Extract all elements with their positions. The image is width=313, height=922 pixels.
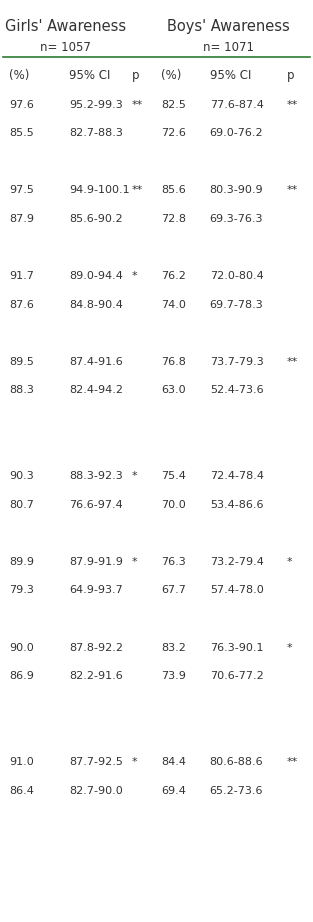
Text: 70.6-77.2: 70.6-77.2	[210, 671, 264, 681]
Text: 86.9: 86.9	[9, 671, 34, 681]
Text: **: **	[286, 100, 298, 110]
Text: 72.4-78.4: 72.4-78.4	[210, 471, 264, 481]
Text: n= 1057: n= 1057	[40, 41, 91, 53]
Text: **: **	[286, 357, 298, 367]
Text: 69.3-76.3: 69.3-76.3	[210, 214, 263, 224]
Text: *: *	[286, 643, 292, 653]
Text: 90.0: 90.0	[9, 643, 34, 653]
Text: 70.0: 70.0	[161, 500, 186, 510]
Text: 80.7: 80.7	[9, 500, 34, 510]
Text: 95% CI: 95% CI	[69, 69, 110, 82]
Text: 79.3: 79.3	[9, 585, 34, 596]
Text: 65.2-73.6: 65.2-73.6	[210, 786, 263, 796]
Text: 89.5: 89.5	[9, 357, 34, 367]
Text: 73.2-79.4: 73.2-79.4	[210, 557, 264, 567]
Text: 72.6: 72.6	[161, 128, 186, 138]
Text: 91.7: 91.7	[9, 271, 34, 281]
Text: *: *	[131, 471, 137, 481]
Text: Boys' Awareness: Boys' Awareness	[167, 19, 290, 34]
Text: 88.3-92.3: 88.3-92.3	[69, 471, 123, 481]
Text: 89.0-94.4: 89.0-94.4	[69, 271, 123, 281]
Text: 88.3: 88.3	[9, 385, 34, 396]
Text: 94.9-100.1: 94.9-100.1	[69, 185, 130, 195]
Text: 87.4-91.6: 87.4-91.6	[69, 357, 123, 367]
Text: 95.2-99.3: 95.2-99.3	[69, 100, 123, 110]
Text: 82.5: 82.5	[161, 100, 186, 110]
Text: 69.7-78.3: 69.7-78.3	[210, 300, 264, 310]
Text: 53.4-86.6: 53.4-86.6	[210, 500, 263, 510]
Text: **: **	[131, 100, 143, 110]
Text: 75.4: 75.4	[161, 471, 186, 481]
Text: *: *	[131, 757, 137, 767]
Text: 67.7: 67.7	[161, 585, 186, 596]
Text: 87.9-91.9: 87.9-91.9	[69, 557, 123, 567]
Text: 82.7-88.3: 82.7-88.3	[69, 128, 123, 138]
Text: 76.3-90.1: 76.3-90.1	[210, 643, 263, 653]
Text: 87.9: 87.9	[9, 214, 34, 224]
Text: 69.0-76.2: 69.0-76.2	[210, 128, 263, 138]
Text: 84.8-90.4: 84.8-90.4	[69, 300, 123, 310]
Text: 76.2: 76.2	[161, 271, 186, 281]
Text: 64.9-93.7: 64.9-93.7	[69, 585, 123, 596]
Text: 69.4: 69.4	[161, 786, 186, 796]
Text: 63.0: 63.0	[161, 385, 186, 396]
Text: 80.6-88.6: 80.6-88.6	[210, 757, 263, 767]
Text: 77.6-87.4: 77.6-87.4	[210, 100, 264, 110]
Text: 76.8: 76.8	[161, 357, 186, 367]
Text: 73.7-79.3: 73.7-79.3	[210, 357, 264, 367]
Text: **: **	[131, 185, 143, 195]
Text: 72.8: 72.8	[161, 214, 186, 224]
Text: 90.3: 90.3	[9, 471, 34, 481]
Text: 85.5: 85.5	[9, 128, 34, 138]
Text: p: p	[286, 69, 294, 82]
Text: (%): (%)	[9, 69, 30, 82]
Text: 97.6: 97.6	[9, 100, 34, 110]
Text: 52.4-73.6: 52.4-73.6	[210, 385, 263, 396]
Text: 76.6-97.4: 76.6-97.4	[69, 500, 123, 510]
Text: 95% CI: 95% CI	[210, 69, 251, 82]
Text: 89.9: 89.9	[9, 557, 34, 567]
Text: *: *	[131, 271, 137, 281]
Text: Girls' Awareness: Girls' Awareness	[5, 19, 126, 34]
Text: 80.3-90.9: 80.3-90.9	[210, 185, 263, 195]
Text: 84.4: 84.4	[161, 757, 186, 767]
Text: 74.0: 74.0	[161, 300, 186, 310]
Text: 82.7-90.0: 82.7-90.0	[69, 786, 123, 796]
Text: 73.9: 73.9	[161, 671, 186, 681]
Text: 72.0-80.4: 72.0-80.4	[210, 271, 264, 281]
Text: *: *	[286, 557, 292, 567]
Text: 57.4-78.0: 57.4-78.0	[210, 585, 264, 596]
Text: 87.7-92.5: 87.7-92.5	[69, 757, 123, 767]
Text: **: **	[286, 185, 298, 195]
Text: 91.0: 91.0	[9, 757, 34, 767]
Text: 85.6-90.2: 85.6-90.2	[69, 214, 122, 224]
Text: **: **	[286, 757, 298, 767]
Text: 87.8-92.2: 87.8-92.2	[69, 643, 123, 653]
Text: 76.3: 76.3	[161, 557, 186, 567]
Text: (%): (%)	[161, 69, 182, 82]
Text: 86.4: 86.4	[9, 786, 34, 796]
Text: 97.5: 97.5	[9, 185, 34, 195]
Text: 82.4-94.2: 82.4-94.2	[69, 385, 123, 396]
Text: 82.2-91.6: 82.2-91.6	[69, 671, 123, 681]
Text: 83.2: 83.2	[161, 643, 186, 653]
Text: 87.6: 87.6	[9, 300, 34, 310]
Text: n= 1071: n= 1071	[203, 41, 254, 53]
Text: 85.6: 85.6	[161, 185, 186, 195]
Text: *: *	[131, 557, 137, 567]
Text: p: p	[131, 69, 139, 82]
